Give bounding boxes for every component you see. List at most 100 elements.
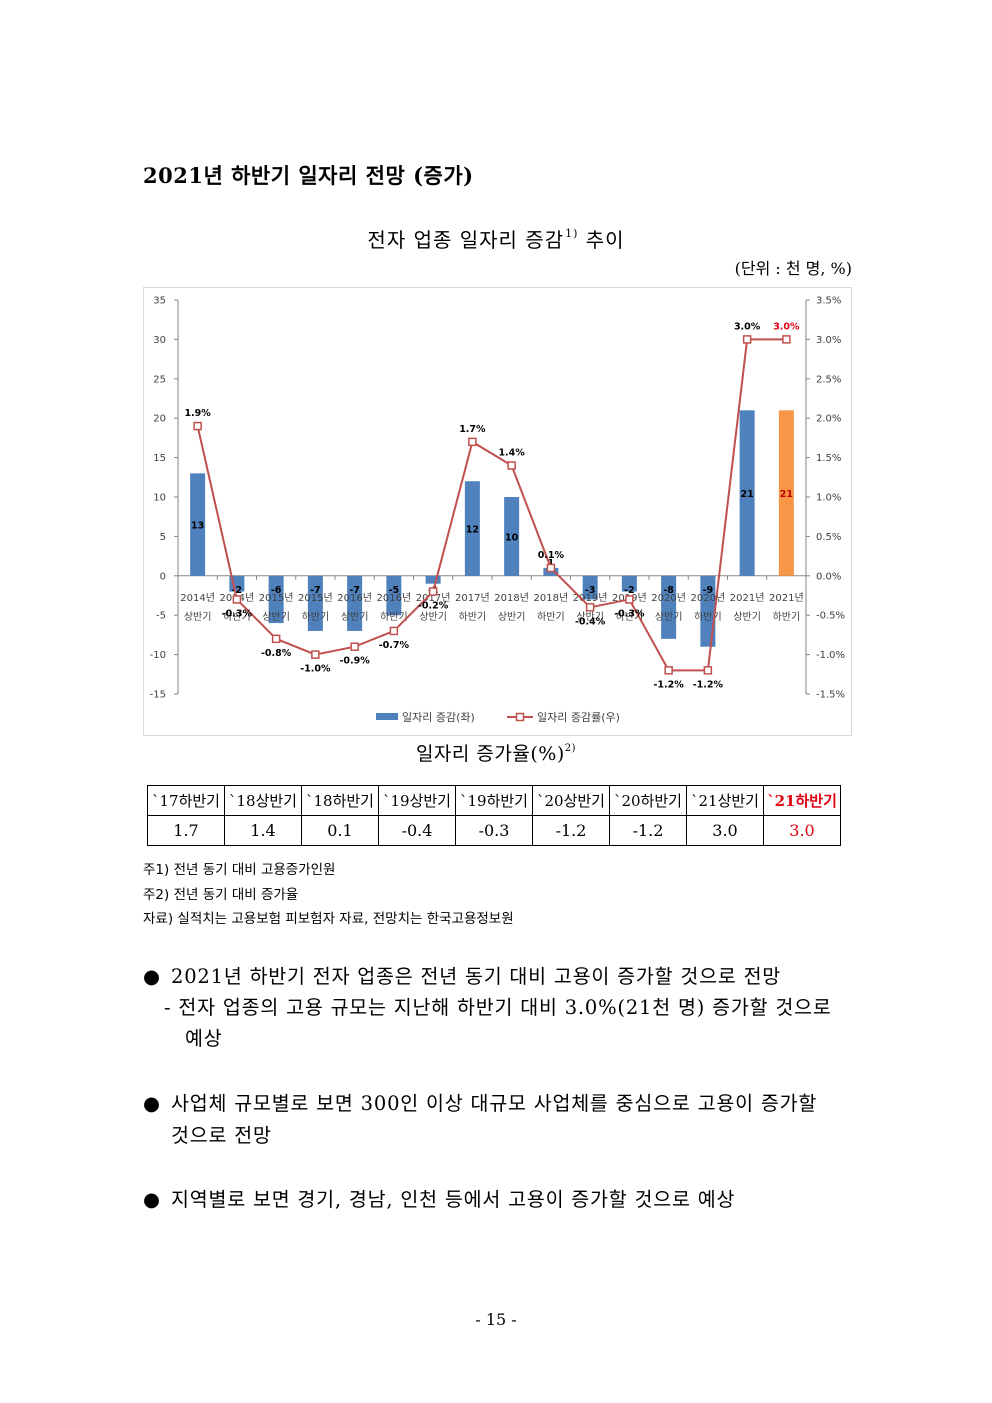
bullet-1-sub: - 전자 업종의 고용 규모는 지난해 하반기 대비 3.0%(21천 명) 증…: [164, 996, 832, 1019]
bullet-icon: ●: [143, 1092, 161, 1115]
x-tick-label-half: 하반기: [694, 610, 722, 623]
x-tick-label-year: 2021년: [769, 592, 804, 604]
rate-point: [350, 642, 359, 651]
rate-point: [664, 666, 673, 675]
bar-value-label: -8: [663, 585, 674, 596]
x-tick-label-half: 상반기: [498, 611, 526, 623]
rate-point: [782, 335, 791, 344]
bullet-1: ● 2021년 하반기 전자 업종은 전년 동기 대비 고용이 증가할 것으로 전…: [143, 960, 781, 989]
chart-title-text: 전자 업종 일자리 증감: [367, 228, 565, 252]
x-tick-label-year: 2020년: [651, 592, 686, 604]
rate-point: [193, 421, 202, 431]
bar-value-label: -2: [232, 585, 243, 596]
rate-value-label: -0.9%: [339, 656, 370, 667]
x-tick-label-year: 2016년: [377, 592, 412, 604]
bar: [268, 575, 284, 624]
x-tick-label-year: 2016년: [337, 592, 372, 604]
rate-point: [271, 634, 281, 644]
rate-line: [196, 338, 787, 672]
rate-value-label: -0.2%: [418, 601, 449, 612]
bar-value-label: -7: [310, 585, 321, 596]
y-right-tick-label: 3.0%: [816, 335, 841, 346]
rate-value-label: 3.0%: [773, 321, 800, 332]
rate-value-label: -0.7%: [379, 640, 410, 651]
bar-value-label: -2: [624, 585, 635, 596]
rate-table-value-cell: 3.0: [686, 815, 764, 846]
y-left-tick-label: 35: [153, 296, 166, 307]
bar: [778, 410, 794, 576]
y-right-tick-label: -0.5%: [816, 611, 845, 622]
x-tick-label-half: 하반기: [537, 610, 565, 623]
legend-line-label: 일자리 증감률(우): [537, 710, 620, 724]
bullet-icon: ●: [143, 965, 161, 988]
bar-value-label: 21: [741, 489, 754, 500]
chart-container: 35 3.5% 30 3.0% 25 2.5% 20 2.0% 15 1.5% 10 1.0% 5 0.5…: [143, 287, 852, 736]
bar: [621, 575, 637, 592]
x-tick-label-half: 상반기: [184, 611, 212, 623]
rate-table-value-cell: 0.1: [301, 815, 379, 846]
x-tick-label-year: 2017년: [455, 592, 490, 604]
rate-table-header-cell: `18하반기: [301, 785, 379, 816]
x-tick-label-year: 2014년: [180, 592, 215, 604]
table-title: 일자리 증가율(%)2): [0, 739, 992, 766]
chart-title: 전자 업종 일자리 증감1) 추이: [0, 224, 992, 253]
rate-table-value-cell: 1.7: [147, 815, 225, 846]
x-tick-label-half: 상반기: [341, 611, 369, 623]
bar: [347, 575, 363, 631]
y-right-tick-label: -1.5%: [816, 690, 845, 701]
rate-point: [585, 603, 595, 612]
source-note: 자료) 실적치는 고용보험 피보험자 자료, 전망치는 한국고용정보원: [143, 911, 514, 927]
rate-value-label: -0.3%: [614, 608, 645, 619]
rate-point: [625, 595, 634, 604]
bar: [425, 575, 441, 584]
rate-point: [742, 335, 752, 344]
rate-table-header-cell: `21하반기: [763, 785, 841, 816]
chart-title-suffix: 추이: [578, 228, 625, 252]
note-2: 주2) 전년 동기 대비 증가율: [143, 887, 299, 903]
bar-value-label: -3: [585, 585, 596, 596]
rate-point: [546, 563, 556, 573]
y-right-tick-label: 1.0%: [816, 493, 841, 504]
bar: [504, 497, 520, 576]
y-right-tick-label: 2.5%: [816, 374, 841, 385]
page-number: - 15 -: [475, 1310, 517, 1329]
bar-value-label: 10: [505, 532, 519, 543]
rate-value-label: 1.9%: [184, 408, 211, 419]
bullet-icon: ●: [143, 1188, 161, 1211]
x-tick-label-year: 2018년: [534, 592, 569, 604]
rate-table-value-row: 1.7 1.4 0.1 -0.4 -0.3 -1.2 -1.2 3.0 3.0: [147, 815, 841, 846]
x-tick-label-half: 상반기: [655, 611, 683, 623]
bar: [700, 575, 716, 647]
y-right-tick-label: 0.0%: [816, 571, 841, 582]
bullet-1-sub-cont: 예상: [185, 1027, 223, 1050]
x-tick-label-year: 2019년: [573, 592, 608, 604]
rate-table-header-cell: `21상반기: [686, 785, 764, 816]
x-tick-label-year: 2015년: [259, 592, 294, 604]
y-left-tick-label: 10: [153, 493, 166, 504]
rate-value-label: -1.2%: [693, 679, 724, 690]
rate-point: [232, 595, 242, 604]
rate-table-value-cell: -1.2: [609, 815, 687, 846]
note-1: 주1) 전년 동기 대비 고용증가인원: [143, 862, 336, 878]
rate-point: [703, 666, 713, 675]
rate-table-header-cell: `20하반기: [609, 785, 687, 816]
rate-table-value-cell: -0.3: [455, 815, 533, 846]
rate-value-label: -0.4%: [575, 616, 606, 627]
rate-point: [428, 587, 438, 596]
bar-value-label: -5: [389, 585, 400, 596]
unit-note: (단위 : 천 명, %): [734, 259, 852, 278]
y-left-tick-label: 0: [160, 571, 166, 582]
rate-value-label: -0.8%: [261, 648, 292, 659]
y-right-tick-label: 1.5%: [816, 453, 841, 464]
bar: [661, 575, 677, 639]
y-left-tick-label: 5: [160, 532, 166, 543]
bar-value-label: 1: [548, 558, 555, 569]
x-tick-label-year: 2018년: [494, 592, 529, 604]
rate-point: [468, 437, 477, 447]
rate-point: [507, 461, 516, 470]
section-title: 2021년 하반기 일자리 전망 (증가): [143, 163, 474, 188]
rate-table-value-cell: 1.4: [224, 815, 302, 846]
bar-value-label: 21: [780, 489, 793, 500]
rate-point: [311, 650, 320, 659]
x-tick-label-half: 하반기: [459, 610, 487, 623]
